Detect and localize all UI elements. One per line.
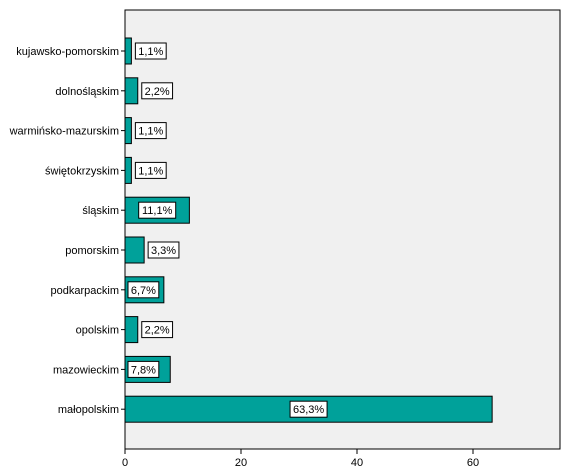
data-label-8: 7,8% <box>127 360 160 378</box>
data-label-box-0 <box>134 42 167 60</box>
category-label-1: dolnośląskim <box>55 86 119 98</box>
data-label-box-4 <box>138 201 177 219</box>
svg-text:2,2%: 2,2% <box>145 86 170 98</box>
category-label-2: warmińsko-mazurskim <box>9 126 119 138</box>
category-label-9: małopolskim <box>58 404 119 416</box>
bar-5 <box>124 236 145 264</box>
svg-text:1,1%: 1,1% <box>138 165 163 177</box>
svg-text:2,2%: 2,2% <box>145 325 170 337</box>
data-label-box-6 <box>127 281 160 299</box>
svg-text:1,1%: 1,1% <box>138 46 163 58</box>
bar-3 <box>124 156 132 184</box>
data-labels: 1,1% 2,2% 1,1% 1,1% 11,1% 3,3% 6,7% 2,2% 7,8% 63,… <box>127 42 328 418</box>
x-tick-label-2: 40 <box>351 457 363 469</box>
data-label-box-1 <box>141 82 174 100</box>
data-label-9: 63,3% <box>289 400 328 418</box>
category-labels: kujawsko-pomorskim dolnośląskim warmińsko-… <box>9 46 125 416</box>
svg-text:3,3%: 3,3% <box>151 245 176 257</box>
data-label-2: 1,1% <box>134 122 167 140</box>
svg-text:7,8%: 7,8% <box>131 364 156 376</box>
data-label-1: 2,2% <box>141 82 174 100</box>
data-label-box-9 <box>289 400 328 418</box>
category-label-8: mazowieckim <box>53 364 119 376</box>
svg-text:6,7%: 6,7% <box>131 285 156 297</box>
x-tick-label-1: 20 <box>235 457 247 469</box>
category-label-3: świętokrzyskim <box>45 165 119 177</box>
svg-text:63,3%: 63,3% <box>293 404 324 416</box>
category-label-4: śląskim <box>82 205 119 217</box>
data-label-6: 6,7% <box>127 281 160 299</box>
category-label-5: pomorskim <box>65 245 119 257</box>
data-label-box-7 <box>141 321 174 339</box>
data-label-box-3 <box>134 161 167 179</box>
data-label-4: 11,1% <box>138 201 177 219</box>
x-tick-label-0: 0 <box>122 457 128 469</box>
plot-area <box>124 9 561 450</box>
x-tick-label-3: 60 <box>467 457 479 469</box>
x-tick-labels: 0 20 40 60 <box>122 457 479 469</box>
data-label-box-2 <box>134 122 167 140</box>
category-label-6: podkarpackim <box>51 285 119 297</box>
x-axis <box>124 448 560 454</box>
data-label-5: 3,3% <box>147 241 180 259</box>
bar-2 <box>124 117 132 145</box>
data-label-box-5 <box>147 241 180 259</box>
data-label-0: 1,1% <box>134 42 167 60</box>
svg-text:1,1%: 1,1% <box>138 126 163 138</box>
data-label-box-8 <box>127 360 160 378</box>
bar-7 <box>124 316 139 344</box>
category-label-0: kujawsko-pomorskim <box>16 46 119 58</box>
bar-0 <box>124 37 132 65</box>
bar-1 <box>124 77 139 105</box>
data-label-7: 2,2% <box>141 321 174 339</box>
svg-text:11,1%: 11,1% <box>142 205 173 217</box>
category-label-7: opolskim <box>76 325 119 337</box>
data-label-3: 1,1% <box>134 161 167 179</box>
